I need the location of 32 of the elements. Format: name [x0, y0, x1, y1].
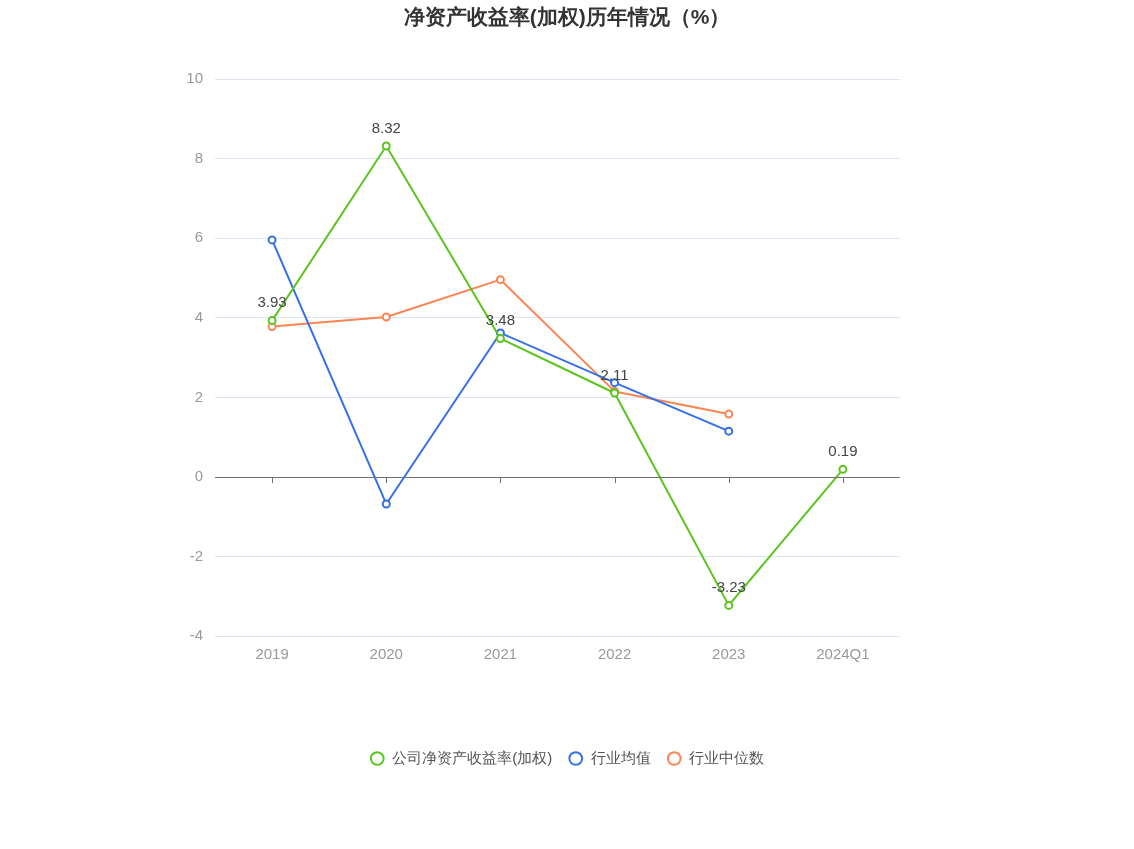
point	[267, 235, 277, 245]
y-tick-label: -4	[189, 626, 203, 644]
data-label: 2.11	[600, 365, 629, 383]
legend-label: 行业均值	[590, 748, 651, 766]
y-tick-label: 0	[194, 467, 203, 485]
data-label: 8.32	[371, 118, 401, 136]
point	[381, 141, 391, 151]
x-tick-label: 2019	[255, 645, 289, 663]
point	[381, 312, 391, 322]
x-tick-label: 2024Q1	[816, 645, 870, 663]
legend-label: 行业中位数	[689, 748, 765, 766]
y-tick-label: 6	[194, 228, 203, 246]
point	[724, 409, 734, 419]
legend-label: 公司净资产收益率(加权)	[392, 748, 553, 766]
y-tick-label: 8	[194, 148, 203, 166]
point	[724, 426, 734, 436]
x-tick-label: 2021	[483, 645, 518, 663]
point	[495, 275, 505, 285]
chart-title: 净资产收益率(加权)历年情况（%）	[403, 5, 731, 29]
point	[381, 499, 391, 509]
y-tick-label: 10	[186, 69, 203, 87]
y-tick-label: -2	[189, 546, 203, 564]
point	[838, 464, 848, 474]
y-tick-label: 4	[194, 307, 203, 325]
data-label: 0.19	[828, 442, 858, 459]
x-tick-label: 2020	[369, 645, 403, 663]
point	[495, 334, 505, 344]
x-tick-label: 2022	[597, 645, 632, 663]
x-tick-label: 2023	[712, 645, 746, 663]
point	[267, 316, 277, 326]
y-tick-label: 2	[194, 387, 203, 405]
point	[724, 600, 734, 610]
